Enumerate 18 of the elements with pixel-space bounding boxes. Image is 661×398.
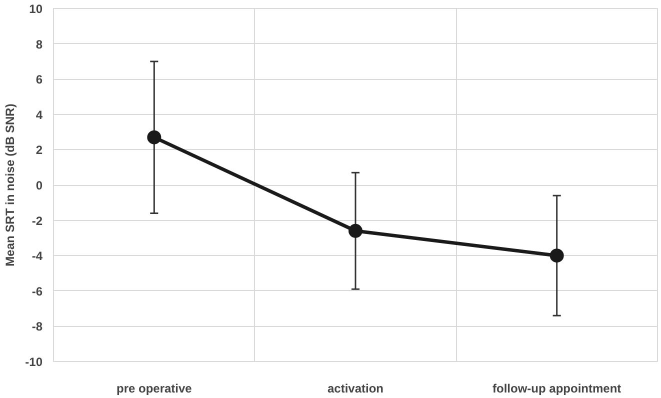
x-tick-label: activation	[327, 382, 384, 396]
y-tick-label: 4	[36, 108, 43, 122]
y-tick-label: -6	[32, 284, 43, 298]
point	[147, 130, 162, 144]
y-tick-label: -4	[32, 249, 43, 264]
y-tick-label: 2	[36, 143, 43, 158]
y-tick-label: 0	[36, 178, 43, 192]
point	[550, 248, 564, 263]
y-tick-label: 8	[36, 37, 43, 52]
y-tick-label: 10	[29, 2, 43, 16]
y-tick-label: -10	[25, 355, 43, 369]
point	[348, 224, 362, 238]
x-tick-label: follow-up appointment	[492, 382, 622, 396]
x-tick-label: pre operative	[116, 382, 192, 396]
y-tick-label: -8	[32, 320, 43, 334]
y-tick-label: -2	[32, 214, 43, 228]
y-axis-title: Mean SRT in noise (dB SNR)	[3, 104, 18, 266]
y-tick-label: 6	[36, 72, 43, 87]
